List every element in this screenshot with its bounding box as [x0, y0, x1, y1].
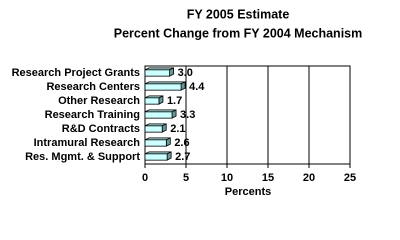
bar	[144, 137, 171, 147]
bar-face	[144, 153, 168, 161]
y-tick-label: Research Training	[45, 109, 140, 121]
bar	[144, 109, 177, 119]
data-label: 2.6	[174, 137, 189, 149]
x-axis-label: Percents	[225, 186, 271, 198]
data-label: 3.0	[178, 67, 193, 79]
x-tick-label: 5	[183, 172, 189, 184]
bar	[144, 95, 164, 105]
bar-face	[144, 83, 182, 91]
data-label: 2.1	[170, 123, 185, 135]
bar-face	[144, 139, 167, 147]
x-tick-label: 10	[221, 172, 233, 184]
bar	[144, 151, 172, 161]
x-tick-label: 25	[344, 172, 356, 184]
data-label: 2.7	[175, 151, 190, 163]
bar	[144, 67, 175, 77]
data-label: 1.7	[167, 95, 182, 107]
bar	[144, 123, 167, 133]
chart-subtitle: Percent Change from FY 2004 Mechanism	[114, 26, 362, 40]
x-tick-label: 15	[262, 172, 274, 184]
chart: FY 2005 Estimate Percent Change from FY …	[12, 7, 363, 198]
x-tick-label: 0	[142, 172, 148, 184]
y-tick-label: Research Project Grants	[12, 67, 140, 79]
bar-face	[144, 125, 163, 133]
y-tick-label: Intramural Research	[34, 137, 141, 149]
bar	[144, 81, 186, 91]
y-tick-label: Other Research	[58, 95, 140, 107]
bar-face	[144, 111, 173, 119]
bar-face	[144, 97, 160, 105]
data-label: 3.3	[180, 109, 195, 121]
data-label: 4.4	[189, 81, 205, 93]
y-tick-label: Res. Mgmt. & Support	[25, 151, 140, 163]
bar-face	[144, 69, 171, 77]
y-tick-label: Research Centers	[46, 81, 140, 93]
y-tick-label: R&D Contracts	[62, 123, 140, 135]
chart-title: FY 2005 Estimate	[187, 7, 290, 21]
x-tick-label: 20	[303, 172, 315, 184]
